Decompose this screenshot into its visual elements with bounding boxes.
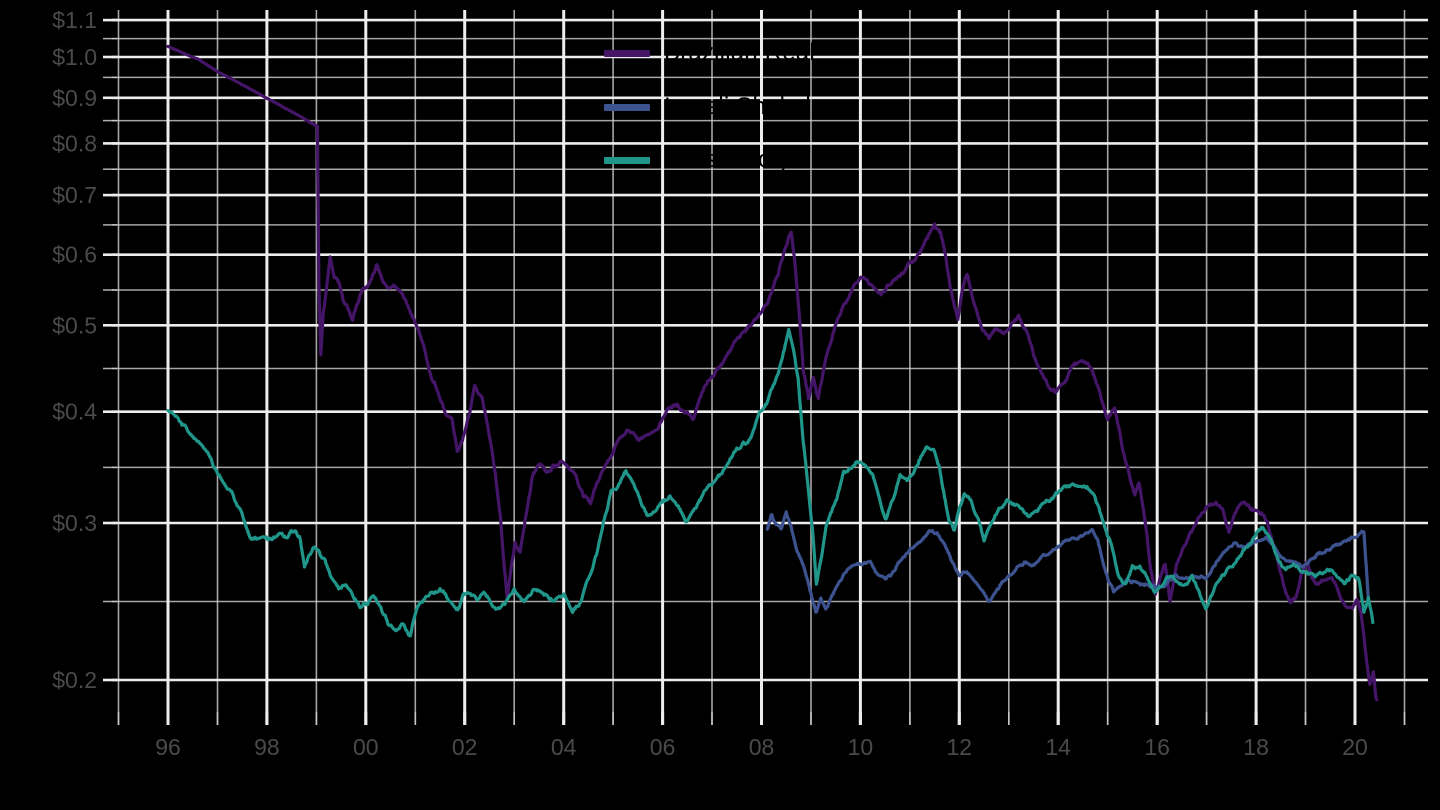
y-axis-label: $0.9 xyxy=(52,85,97,111)
x-axis-label: 08 xyxy=(749,734,775,760)
legend-label-israeli-shekel: Israeli Shekel xyxy=(664,93,811,120)
x-axis-label: 06 xyxy=(650,734,676,760)
x-axis-label: 18 xyxy=(1243,734,1269,760)
y-axis-label: $0.3 xyxy=(52,510,97,536)
legend-swatch-brazilian-real xyxy=(604,49,650,57)
y-axis-label: $0.5 xyxy=(52,312,97,338)
series-line-polish-zloty xyxy=(166,327,1375,638)
x-axis-label: 04 xyxy=(551,734,577,760)
legend-item-israeli-shekel: Israeli Shekel xyxy=(604,95,811,119)
series-line-brazilian-real xyxy=(166,44,1379,702)
y-axis-label: $0.2 xyxy=(52,667,97,693)
x-axis-label: 12 xyxy=(947,734,973,760)
legend-label-polish-zloty: Polish Zloty xyxy=(664,146,791,173)
y-axis-label: $0.7 xyxy=(52,182,97,208)
x-axis-label: 20 xyxy=(1342,734,1368,760)
y-axis-label: $1.0 xyxy=(52,44,97,70)
legend-swatch-israeli-shekel xyxy=(604,103,650,111)
x-axis-label: 00 xyxy=(353,734,379,760)
x-axis-label: 96 xyxy=(155,734,181,760)
y-axis-label: $0.6 xyxy=(52,242,97,268)
x-axis-label: 98 xyxy=(254,734,280,760)
x-axis-label: 14 xyxy=(1045,734,1071,760)
legend-swatch-polish-zloty xyxy=(604,156,650,164)
legend-item-polish-zloty: Polish Zloty xyxy=(604,148,790,172)
legend-item-brazilian-real: Brazilian Real xyxy=(604,41,815,65)
x-axis-label: 16 xyxy=(1144,734,1170,760)
x-axis-label: 10 xyxy=(848,734,874,760)
y-axis-label: $1.1 xyxy=(52,7,97,33)
legend-label-brazilian-real: Brazilian Real xyxy=(664,39,815,66)
x-axis-label: 02 xyxy=(452,734,478,760)
series-line-israeli-shekel xyxy=(765,510,1370,614)
y-axis-label: $0.8 xyxy=(52,130,97,156)
y-axis-label: $0.4 xyxy=(52,399,97,425)
